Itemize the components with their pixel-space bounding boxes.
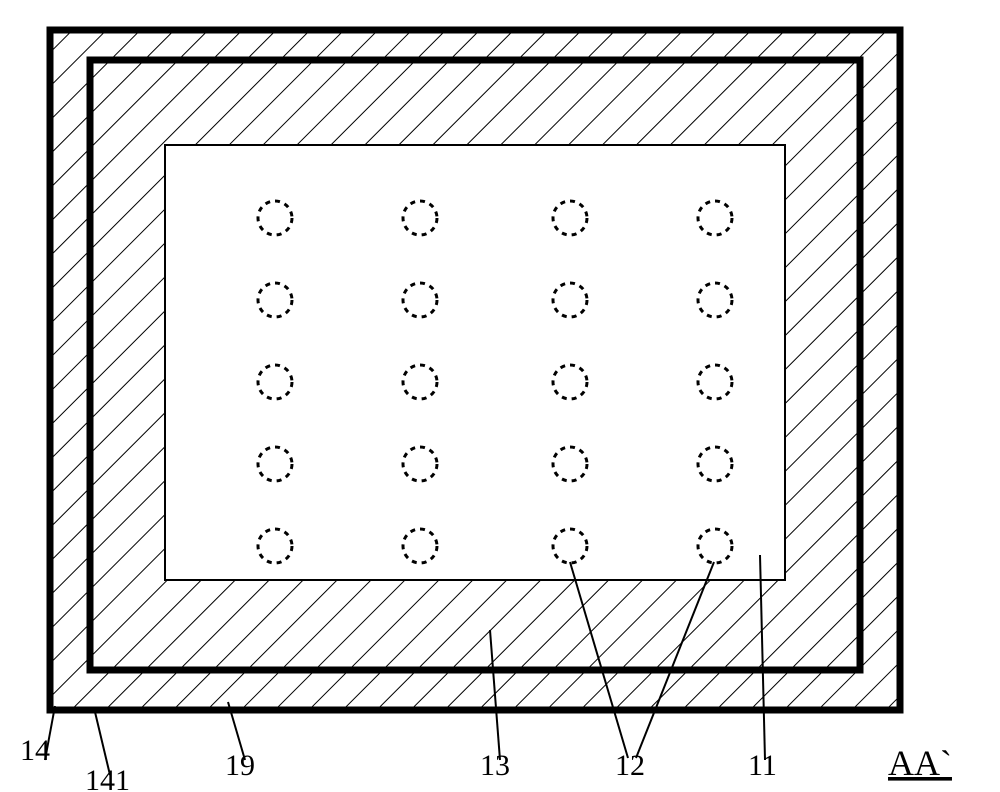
inner-display-area: [165, 145, 785, 580]
callout-label: 11: [748, 749, 777, 782]
callout-label: 12: [615, 749, 645, 782]
callout-label: 13: [480, 749, 510, 782]
callout-label: 14: [20, 734, 50, 767]
callout-label: 141: [85, 764, 130, 792]
technical-diagram: 14 141 19 13 12 11 AA`: [0, 0, 1000, 792]
section-label: AA`: [888, 743, 952, 783]
callout-label: 19: [225, 749, 255, 782]
